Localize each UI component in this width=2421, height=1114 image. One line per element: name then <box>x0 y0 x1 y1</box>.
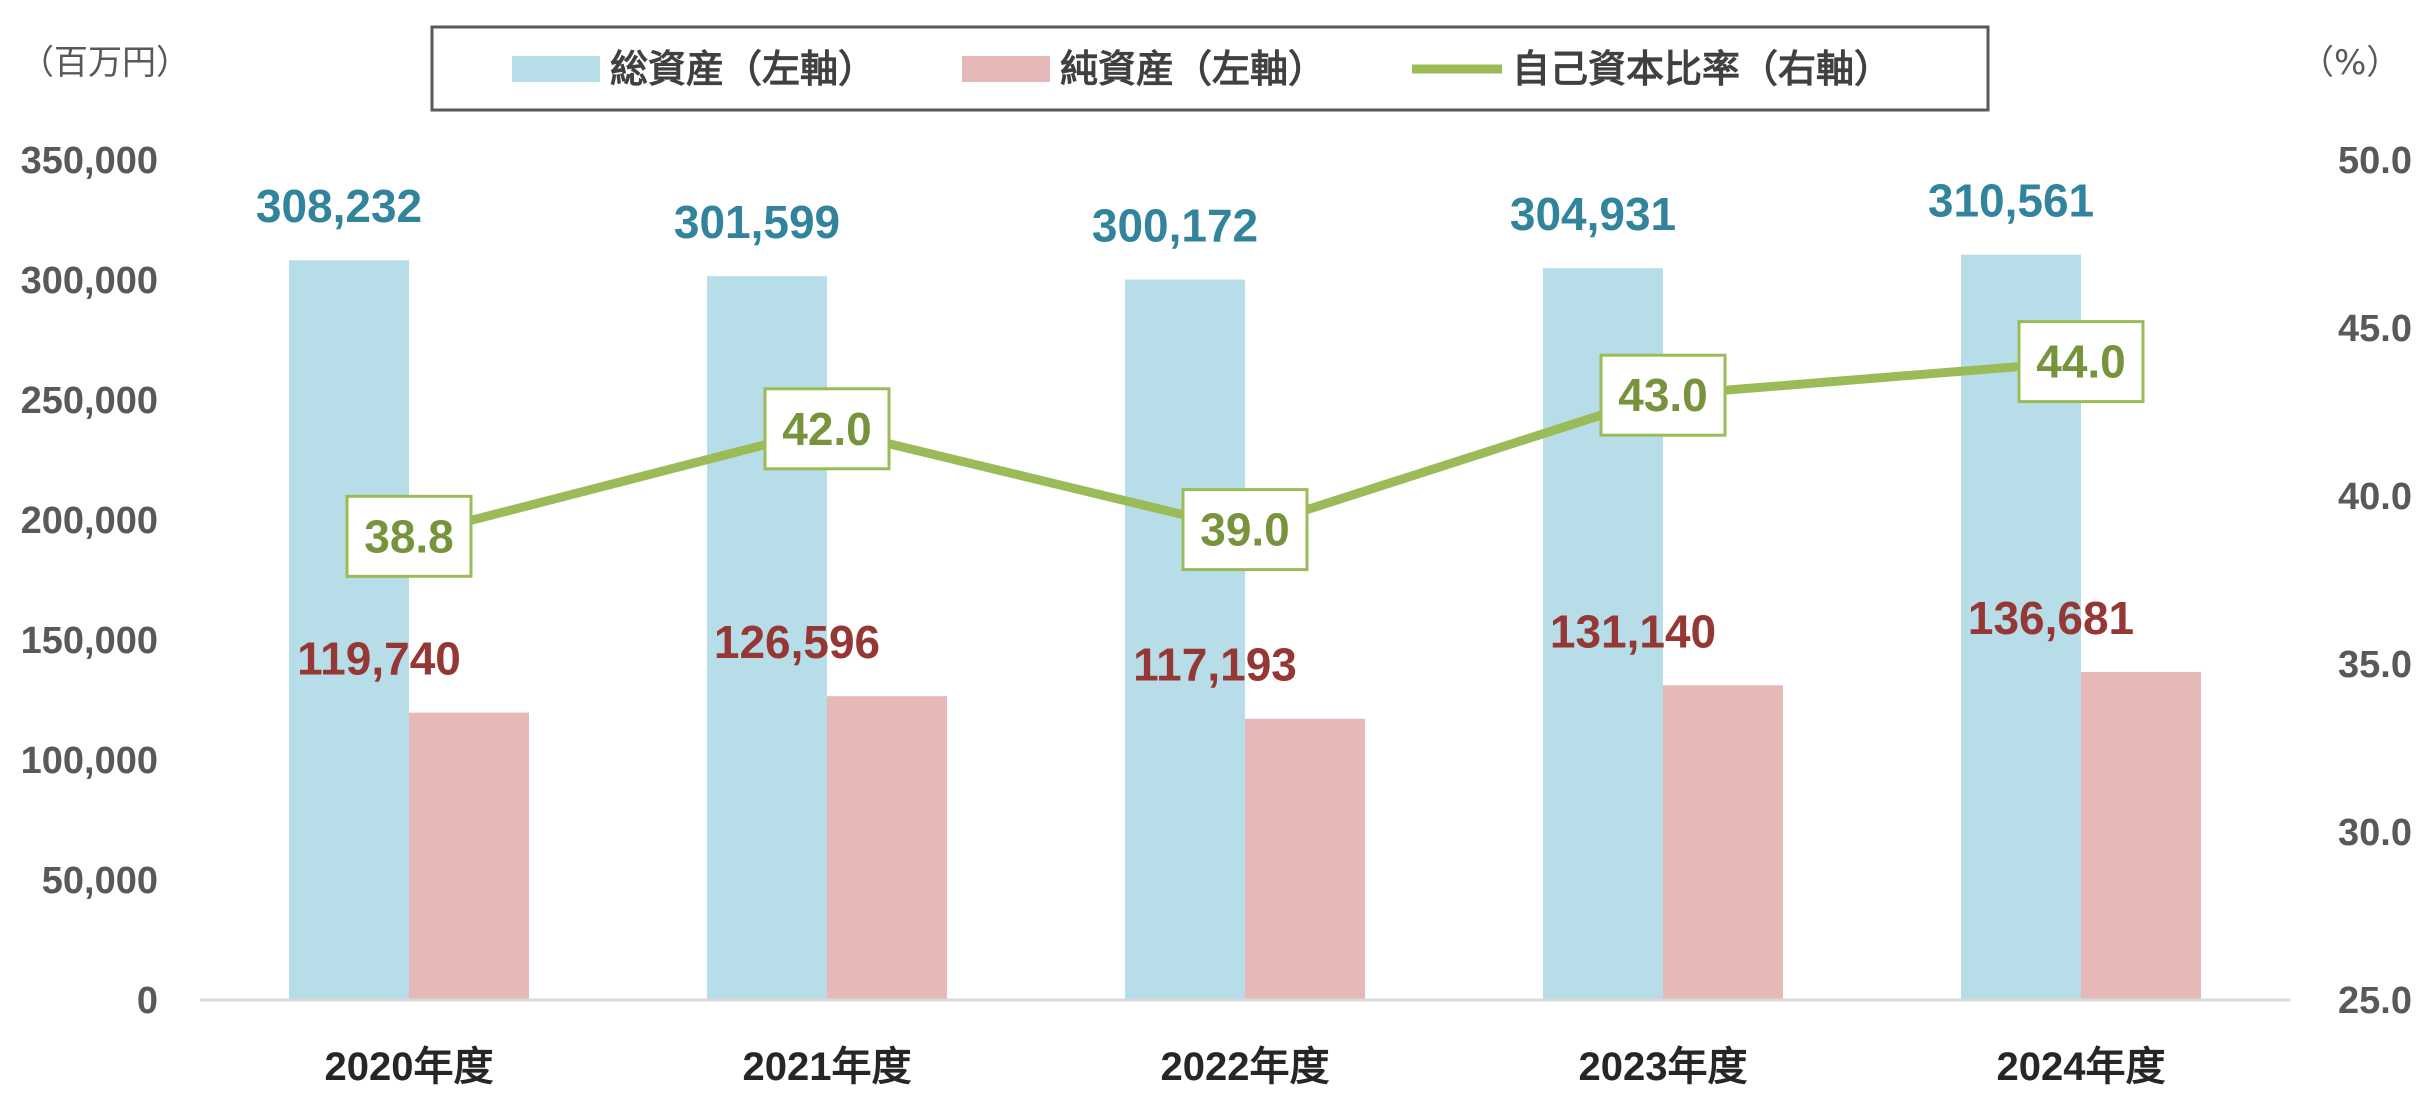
right-axis-tick-label: 45.0 <box>2338 308 2412 350</box>
data-label-equity-ratio: 44.0 <box>2036 336 2126 388</box>
left-axis-tick-label: 300,000 <box>21 260 158 302</box>
right-axis-tick-label: 30.0 <box>2338 812 2412 854</box>
bar-total-assets <box>1125 279 1245 1001</box>
bar-total-assets <box>289 260 409 1001</box>
data-label-equity-ratio: 39.0 <box>1200 504 1290 556</box>
right-axis-unit: （%） <box>2300 43 2400 83</box>
data-label-box-equity-ratio <box>345 494 473 578</box>
x-axis-category-label: 2023年度 <box>1579 1045 1748 1089</box>
data-label-equity-ratio: 43.0 <box>1618 369 1708 421</box>
data-label-box-equity-ratio <box>2017 320 2145 404</box>
bar-net-assets <box>2081 671 2201 1000</box>
data-label-total-assets: 310,561 <box>1928 175 2094 227</box>
legend-label-equity-ratio: 自己資本比率（右軸） <box>1512 47 1892 91</box>
x-axis-category-label: 2022年度 <box>1161 1045 1330 1089</box>
data-label-net-assets: 136,681 <box>1968 592 2134 644</box>
left-axis-tick-label: 0 <box>137 980 158 1022</box>
left-axis-tick-label: 100,000 <box>21 740 158 782</box>
legend-label-total-assets: 総資産（左軸） <box>610 47 876 91</box>
data-label-net-assets: 117,193 <box>1133 639 1297 691</box>
right-axis-tick-label: 50.0 <box>2338 140 2412 182</box>
left-axis-unit: （百万円） <box>20 43 190 83</box>
bar-net-assets <box>827 696 947 1000</box>
data-label-equity-ratio: 42.0 <box>782 403 872 455</box>
data-label-equity-ratio: 38.8 <box>364 510 454 562</box>
right-axis-tick-label: 40.0 <box>2338 476 2412 518</box>
left-axis-tick-label: 150,000 <box>21 620 158 662</box>
right-axis-tick-label: 35.0 <box>2338 644 2412 686</box>
bar-net-assets <box>1245 718 1365 1000</box>
x-axis-category-label: 2020年度 <box>325 1045 494 1089</box>
data-label-net-assets: 126,596 <box>714 616 880 668</box>
data-label-total-assets: 301,599 <box>674 196 840 248</box>
legend: 総資産（左軸） 純資産（左軸） 自己資本比率（右軸） <box>430 25 1990 112</box>
data-label-total-assets: 308,232 <box>256 180 422 232</box>
x-axis-category-label: 2021年度 <box>743 1045 912 1089</box>
left-axis-tick-label: 250,000 <box>21 380 158 422</box>
left-axis-tick-label: 200,000 <box>21 500 158 542</box>
data-label-total-assets: 304,931 <box>1510 188 1676 240</box>
bar-net-assets <box>1663 685 1783 1000</box>
bar-net-assets <box>409 712 529 1000</box>
legend-swatch-total-assets <box>512 56 600 82</box>
data-label-box-equity-ratio <box>763 387 891 471</box>
left-axis-tick-label: 350,000 <box>21 140 158 182</box>
right-axis-tick-label: 25.0 <box>2338 980 2412 1022</box>
legend-swatch-net-assets <box>962 56 1050 82</box>
data-label-box-equity-ratio <box>1181 488 1309 572</box>
data-label-net-assets: 131,140 <box>1550 605 1716 657</box>
data-label-net-assets: 119,740 <box>297 633 461 685</box>
data-label-box-equity-ratio <box>1599 353 1727 437</box>
data-label-total-assets: 300,172 <box>1092 200 1258 252</box>
legend-frame <box>430 25 1990 112</box>
legend-label-net-assets: 純資産（左軸） <box>1060 47 1326 91</box>
x-axis-category-label: 2024年度 <box>1997 1045 2166 1089</box>
left-axis-tick-label: 50,000 <box>42 860 158 902</box>
